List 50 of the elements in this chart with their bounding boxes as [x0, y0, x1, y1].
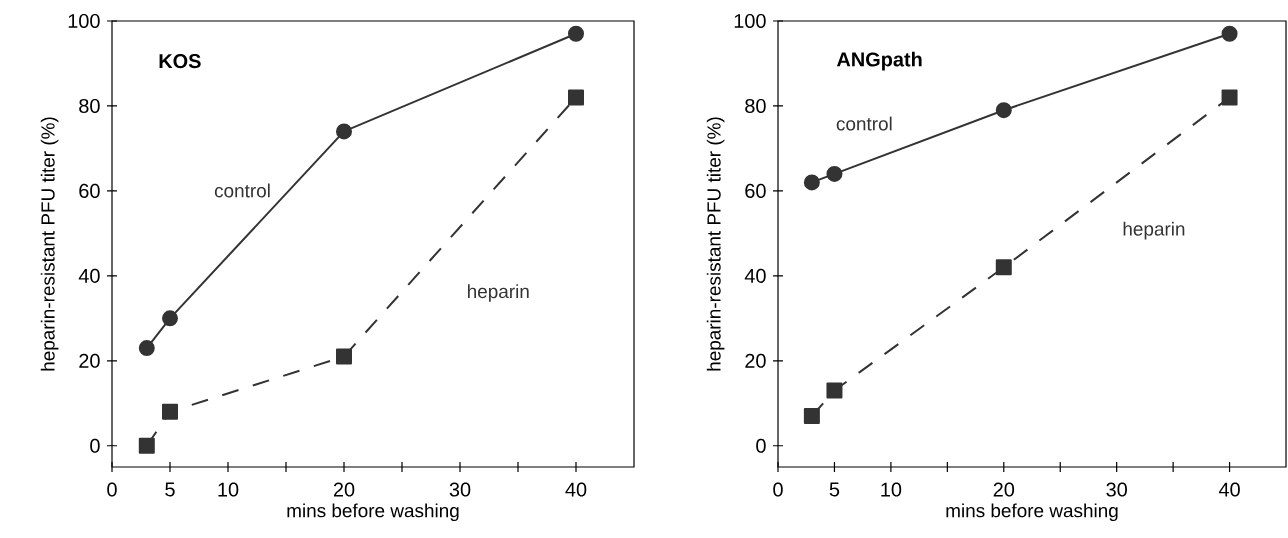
x-tick-label: 5 — [165, 482, 175, 497]
point — [1221, 25, 1238, 42]
text: ANGpath — [836, 51, 922, 71]
text: heparin — [468, 284, 529, 302]
y-tick-label: 0 — [756, 438, 766, 453]
series-label: control — [836, 116, 892, 131]
point — [138, 340, 155, 357]
y-tick-label: 100 — [68, 13, 100, 29]
x-tick-label: 40 — [565, 482, 587, 497]
point — [995, 102, 1012, 119]
x-tick-label: 0 — [773, 482, 783, 497]
series-label: heparin — [1123, 221, 1185, 240]
x-tick-label: 30 — [449, 482, 471, 497]
point — [803, 408, 820, 425]
x-tick-label: 5 — [829, 482, 840, 497]
y-axis-title: heparin-resistant PFU titer (%) — [40, 117, 59, 371]
x-tick-label: 40 — [1218, 482, 1240, 497]
x-axis-title: mins before washing — [287, 503, 459, 522]
point — [826, 382, 843, 399]
y-tick-label: 40 — [744, 268, 766, 283]
point — [803, 174, 820, 191]
y-tick-label: 60 — [79, 183, 100, 198]
point — [336, 123, 352, 140]
y-tick-label: 60 — [745, 183, 766, 198]
text: KOS — [159, 54, 201, 69]
x-tick-label: 20 — [333, 482, 355, 497]
point — [162, 403, 178, 420]
point — [336, 348, 352, 365]
y-tick-label: 40 — [78, 268, 100, 283]
x-tick-label: 10 — [218, 482, 239, 497]
y-tick-label: 20 — [79, 353, 100, 368]
y-tick-label: 0 — [90, 438, 100, 453]
point — [1221, 89, 1238, 106]
y-axis-title: heparin-resistant PFU titer (%) — [706, 117, 725, 371]
x-axis-title: mins before washing — [946, 503, 1118, 522]
x-tick-label: 20 — [993, 482, 1015, 497]
series-label: control — [214, 183, 270, 198]
point — [826, 165, 843, 182]
point — [162, 310, 178, 327]
x-tick-label: 0 — [107, 482, 117, 497]
point — [138, 437, 155, 454]
x-tick-label: 30 — [1106, 482, 1127, 497]
y-tick-label: 80 — [79, 98, 100, 113]
point — [568, 89, 584, 106]
y-tick-label: 80 — [745, 98, 766, 113]
y-tick-label: 20 — [745, 353, 766, 368]
x-tick-label: 10 — [881, 482, 902, 497]
point — [995, 259, 1012, 276]
point — [568, 25, 584, 42]
y-tick-label: 100 — [734, 13, 766, 29]
